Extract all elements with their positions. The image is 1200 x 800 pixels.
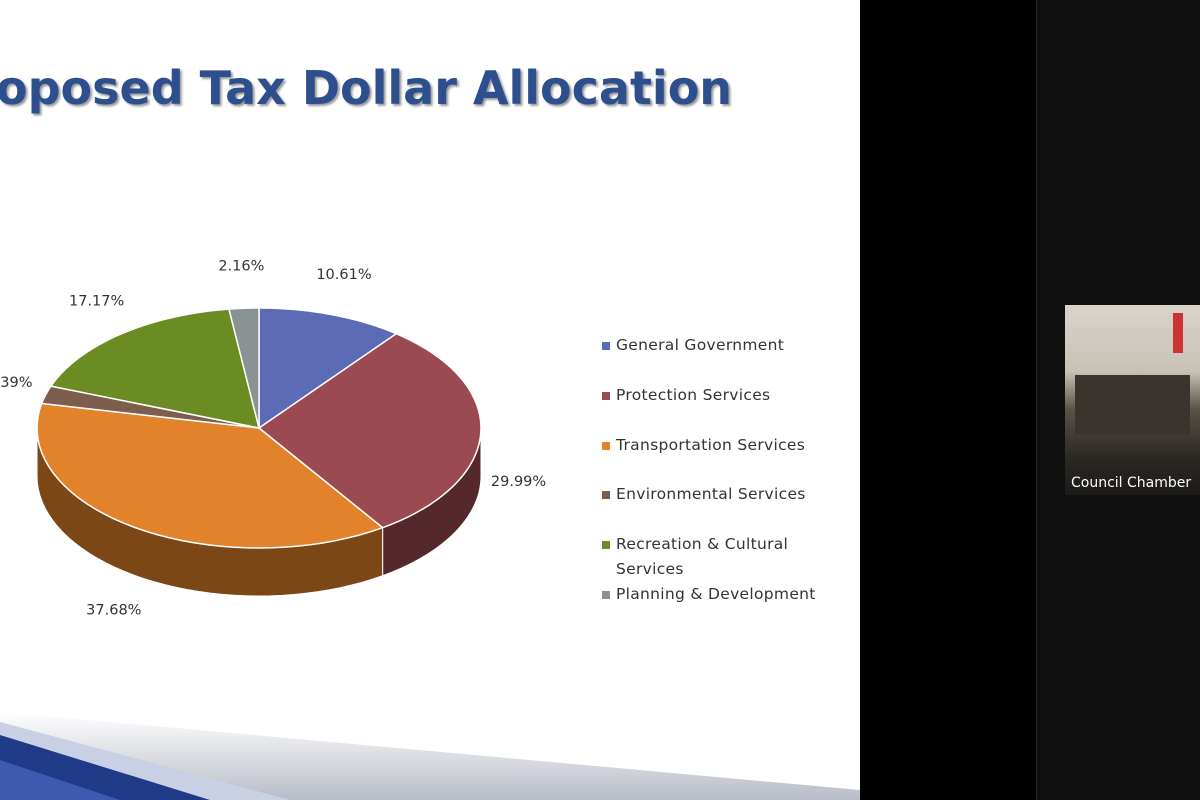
legend-entry: Planning & Development	[602, 582, 816, 607]
legend-label: Protection Services	[616, 385, 771, 404]
flag	[1173, 313, 1183, 353]
tile-label: Council Chamber	[1071, 475, 1192, 491]
legend-label: General Government	[616, 336, 785, 354]
slide-title: oposed Tax Dollar Allocation	[0, 61, 732, 115]
legend-label: Recreation & Cultural Services	[616, 535, 789, 579]
data-label: 29.99%	[491, 474, 546, 490]
decoration	[0, 760, 120, 800]
legend-entry: General Government	[602, 333, 816, 358]
slice	[49, 308, 261, 429]
legend-entry: Transportation Services	[602, 433, 816, 458]
data-label: 2.16%	[218, 258, 264, 274]
legend-entry: Protection Services	[602, 383, 816, 408]
legend-key	[602, 391, 610, 400]
legend-key	[602, 541, 610, 550]
slice	[228, 307, 260, 429]
legend-entry: Recreation & Cultural Services	[602, 532, 816, 582]
legend-key	[602, 441, 610, 450]
legend-entry: Environmental Services	[602, 482, 816, 507]
legend-label: Transportation Services	[616, 435, 806, 454]
desk	[1075, 375, 1190, 435]
data-label: 10.61%	[316, 267, 371, 283]
slice	[36, 402, 385, 549]
data-label: 2.39%	[0, 375, 32, 391]
chart: oposed Tax Dollar Allocation 10.61% 29.99…	[0, 61, 860, 800]
slice	[257, 332, 482, 529]
legend-label: Environmental Services	[616, 485, 806, 504]
legend-key	[602, 491, 610, 500]
legend-key	[602, 591, 610, 599]
video-tile[interactable]: Council Chamber	[1065, 305, 1200, 495]
slice	[258, 307, 398, 430]
slide: oposed Tax Dollar Allocation 10.61% 29.99…	[0, 0, 860, 800]
slide-footer	[0, 712, 860, 800]
data-label: 37.68%	[86, 602, 141, 618]
data-label: 17.17%	[69, 294, 124, 310]
legend-label: Planning & Development	[616, 585, 816, 603]
legend-key	[602, 342, 610, 350]
